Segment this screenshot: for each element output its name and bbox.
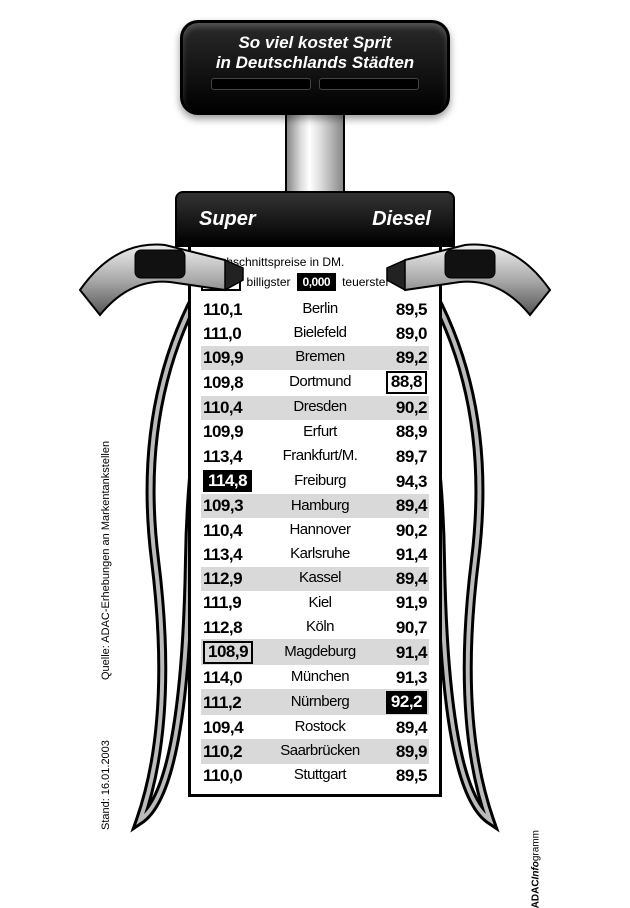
cell-super: 112,9	[201, 567, 265, 591]
cell-city: Bielefeld	[265, 321, 375, 345]
table-row: 112,9Kassel89,4	[201, 567, 429, 591]
cell-city: Stuttgart	[265, 764, 375, 788]
table-row: 111,2Nürnberg 92,2	[201, 689, 429, 715]
cell-diesel: 88,8	[375, 370, 429, 396]
cell-city: Berlin	[265, 297, 375, 321]
cell-city: Dortmund	[265, 370, 375, 396]
mark-cheap: 108,9	[203, 641, 253, 664]
cell-diesel: 91,3	[375, 665, 429, 689]
cell-super: 110,0	[201, 764, 265, 788]
cell-diesel: 91,4	[375, 542, 429, 566]
table-row: 114,8 Freiburg94,3	[201, 468, 429, 494]
cell-diesel: 91,4	[375, 639, 429, 665]
cell-city: Kiel	[265, 591, 375, 615]
table-row: 113,4Karlsruhe91,4	[201, 542, 429, 566]
cell-city: Hannover	[265, 518, 375, 542]
table-row: 110,4Hannover90,2	[201, 518, 429, 542]
cell-city: Saarbrücken	[265, 739, 375, 763]
cell-super: 109,4	[201, 715, 265, 739]
sign-title: So viel kostet Sprit in Deutschlands Stä…	[193, 33, 437, 72]
cell-super: 110,4	[201, 518, 265, 542]
cell-diesel: 90,2	[375, 518, 429, 542]
cell-super: 109,9	[201, 346, 265, 370]
cell-city: Köln	[265, 615, 375, 639]
credit-line: ADACInfogramm	[530, 830, 541, 908]
mark-expensive: 92,2	[386, 691, 427, 714]
table-row: 109,8Dortmund 88,8	[201, 370, 429, 396]
cell-super: 110,4	[201, 396, 265, 420]
nozzle-left-icon	[75, 220, 245, 330]
mark-cheap: 88,8	[386, 371, 427, 394]
cell-super: 111,9	[201, 591, 265, 615]
credit-bold: ADAC	[530, 879, 541, 908]
mark-expensive: 114,8	[203, 470, 252, 493]
date-stand: Stand: 16.01.2003	[100, 740, 112, 830]
cell-diesel: 92,2	[375, 689, 429, 715]
sign-line1: So viel kostet Sprit	[238, 33, 391, 52]
source-quelle: Quelle: ADAC-Erhebungen an Markentankste…	[100, 441, 112, 680]
cell-diesel: 88,9	[375, 420, 429, 444]
cell-super: 113,4	[201, 542, 265, 566]
cell-super: 109,9	[201, 420, 265, 444]
price-table: 110,1Berlin89,5111,0Bielefeld89,0109,9Br…	[201, 297, 429, 788]
table-row: 108,9 Magdeburg91,4	[201, 639, 429, 665]
cell-super: 109,3	[201, 494, 265, 518]
cell-city: Nürnberg	[265, 689, 375, 715]
cell-super: 110,2	[201, 739, 265, 763]
cell-city: Kassel	[265, 567, 375, 591]
cell-city: Dresden	[265, 396, 375, 420]
sign-slot	[319, 78, 419, 90]
cell-diesel: 89,4	[375, 494, 429, 518]
credit-italic: Info	[530, 861, 541, 879]
pump-neck	[285, 109, 345, 199]
cell-super: 114,8	[201, 468, 265, 494]
table-row: 110,0Stuttgart89,5	[201, 764, 429, 788]
nozzle-right-icon	[385, 220, 555, 330]
table-row: 109,4Rostock89,4	[201, 715, 429, 739]
table-row: 110,2Saarbrücken89,9	[201, 739, 429, 763]
cell-super: 112,8	[201, 615, 265, 639]
cell-super: 113,4	[201, 444, 265, 468]
credit-rest: gramm	[530, 830, 541, 861]
sign-slot	[211, 78, 311, 90]
cell-diesel: 91,9	[375, 591, 429, 615]
cell-city: Karlsruhe	[265, 542, 375, 566]
sign-slots	[193, 78, 437, 90]
table-row: 109,9Bremen89,2	[201, 346, 429, 370]
table-row: 109,9Erfurt88,9	[201, 420, 429, 444]
table-row: 113,4Frankfurt/M.89,7	[201, 444, 429, 468]
cell-diesel: 89,4	[375, 715, 429, 739]
fuel-pump-infographic: So viel kostet Sprit in Deutschlands Stä…	[95, 20, 535, 797]
cell-city: Magdeburg	[265, 639, 375, 665]
cell-city: Bremen	[265, 346, 375, 370]
cell-super: 111,2	[201, 689, 265, 715]
legend-cheap-label: billigster	[247, 275, 291, 289]
sign-panel: So viel kostet Sprit in Deutschlands Stä…	[180, 20, 450, 115]
cell-super: 109,8	[201, 370, 265, 396]
cell-diesel: 90,7	[375, 615, 429, 639]
cell-diesel: 89,2	[375, 346, 429, 370]
table-row: 109,3Hamburg89,4	[201, 494, 429, 518]
cell-diesel: 89,5	[375, 764, 429, 788]
legend-box-expensive: 0,000	[297, 273, 337, 291]
cell-diesel: 90,2	[375, 396, 429, 420]
table-row: 111,9Kiel91,9	[201, 591, 429, 615]
cell-diesel: 94,3	[375, 468, 429, 494]
cell-super: 108,9	[201, 639, 265, 665]
legend-exp-label: teuerster	[342, 275, 389, 289]
sign-line2: in Deutschlands Städten	[216, 53, 414, 72]
cell-city: Frankfurt/M.	[265, 444, 375, 468]
table-row: 114,0München91,3	[201, 665, 429, 689]
cell-city: Erfurt	[265, 420, 375, 444]
cell-city: München	[265, 665, 375, 689]
cell-diesel: 89,4	[375, 567, 429, 591]
cell-city: Freiburg	[265, 468, 375, 494]
table-row: 110,4Dresden90,2	[201, 396, 429, 420]
cell-city: Hamburg	[265, 494, 375, 518]
cell-super: 114,0	[201, 665, 265, 689]
cell-diesel: 89,9	[375, 739, 429, 763]
cell-city: Rostock	[265, 715, 375, 739]
table-row: 112,8Köln90,7	[201, 615, 429, 639]
cell-diesel: 89,7	[375, 444, 429, 468]
